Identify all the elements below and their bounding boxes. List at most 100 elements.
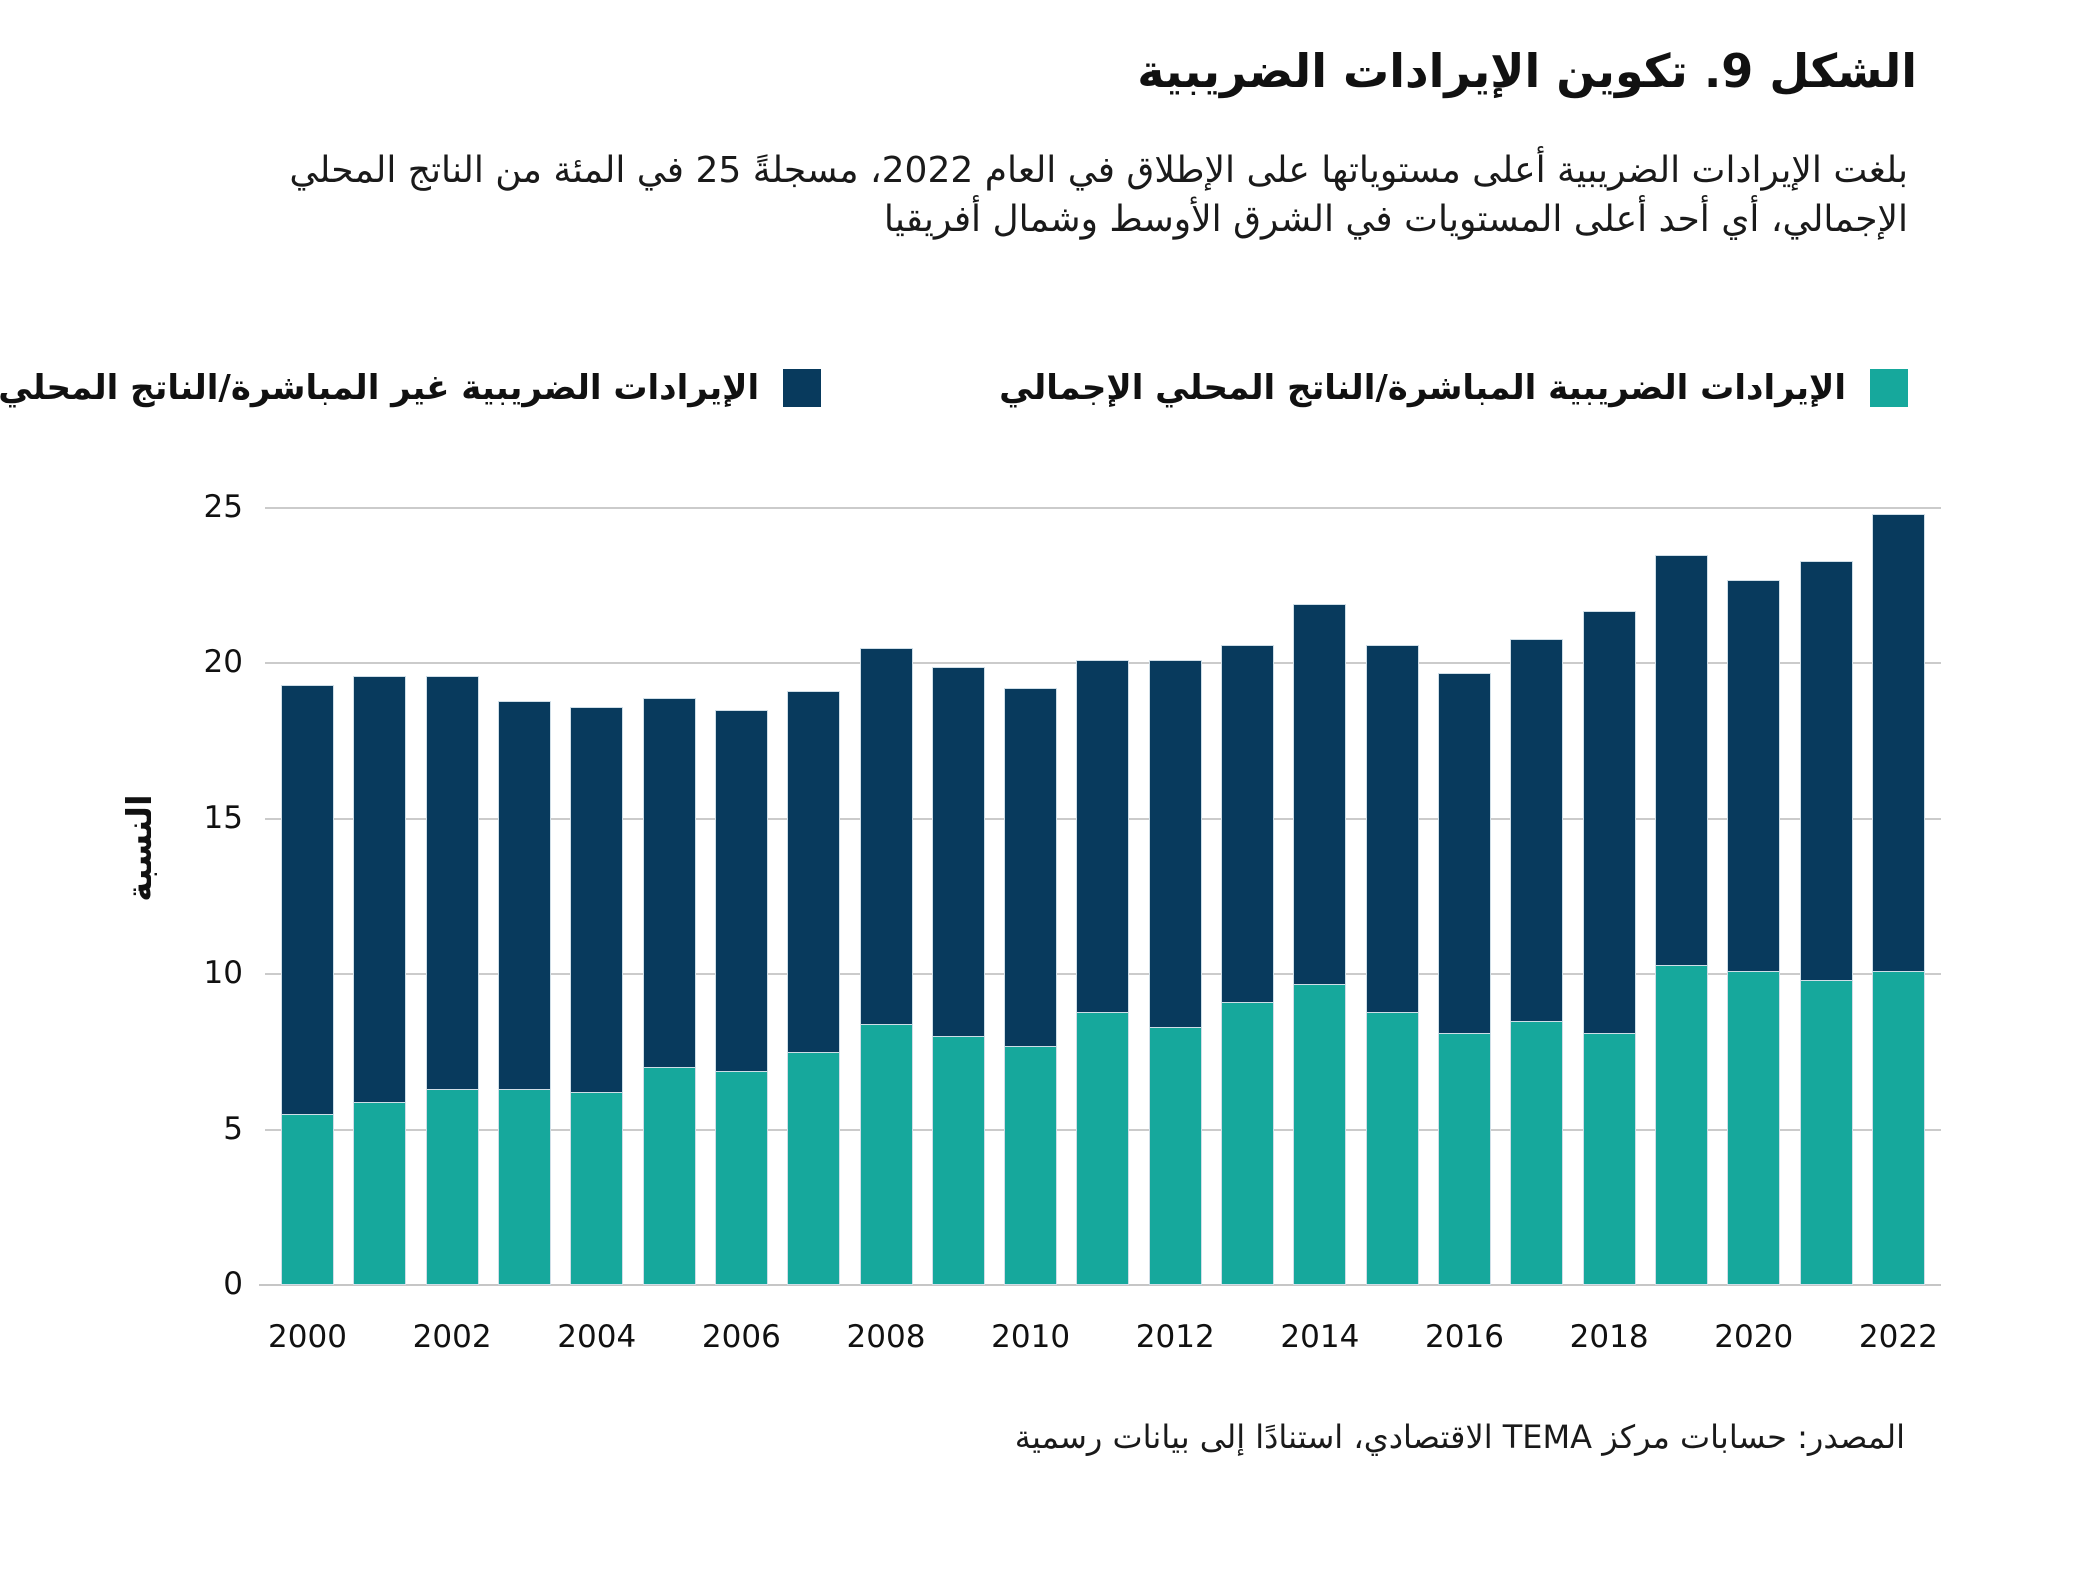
x-tick-label-2004: 2004 [557,1319,637,1355]
x-tick-cell-2009 [932,1319,985,1355]
bar-segment-direct-2012 [1148,1027,1202,1285]
bar-segment-indirect-2009 [931,666,985,1037]
x-tick-cell-2014: 2014 [1280,1319,1359,1355]
bar-2020 [1727,579,1781,1285]
bar-segment-direct-2003 [497,1089,551,1285]
x-tick-cell-2010: 2010 [991,1319,1070,1355]
y-tick-label-15: 15 [203,799,243,836]
bar-segment-indirect-2016 [1438,672,1491,1034]
x-tick-cell-2008: 2008 [847,1319,926,1355]
x-tick-cell-2015 [1366,1319,1419,1355]
bar-segment-direct-2002 [425,1089,479,1285]
bar-segment-direct-2013 [1221,1002,1275,1285]
bar-segment-indirect-2006 [714,710,768,1071]
bar-segment-direct-2017 [1510,1020,1564,1285]
bars-container [265,508,1941,1285]
bar-segment-direct-2001 [353,1101,407,1285]
y-tick-label-25: 25 [203,489,243,525]
x-tick-label-2008: 2008 [846,1319,926,1355]
bar-segment-indirect-2012 [1148,660,1202,1028]
x-tick-cell-2011 [1076,1319,1129,1355]
bar-segment-indirect-2003 [497,700,551,1090]
x-tick-cell-2005 [643,1319,696,1355]
bar-segment-direct-2015 [1365,1011,1419,1285]
bar-2004 [570,706,624,1285]
bar-2010 [1004,688,1058,1285]
plot-area: 2000 2002 2004 2006 2008 2010 2012 2014 2016 2018… [204,489,1941,1355]
bar-2009 [931,666,985,1285]
x-tick-label-2010: 2010 [991,1319,1071,1355]
bar-segment-direct-2019 [1654,964,1708,1285]
bar-segment-direct-2022 [1871,971,1925,1285]
bar-segment-direct-2004 [570,1092,624,1285]
x-tick-cell-2004: 2004 [557,1319,636,1355]
legend-entry-indirect: الإيرادات الضريبية غير المباشرة/الناتج ا… [0,368,822,408]
bar-2017 [1510,638,1564,1285]
bar-segment-direct-2005 [642,1067,696,1285]
bar-segment-indirect-2020 [1727,579,1781,972]
x-tick-cell-2018: 2018 [1570,1319,1649,1355]
x-tick-cell-2006: 2006 [702,1319,781,1355]
legend-entry-direct: الإيرادات الضريبية المباشرة/الناتج المحل… [999,368,1908,408]
y-tick-label-0: 0 [223,1266,243,1302]
bar-2007 [787,691,841,1285]
x-tick-label-2020: 2020 [1714,1319,1794,1355]
x-tick-cell-2016: 2016 [1425,1319,1504,1355]
gridline-25 [265,507,1941,509]
bar-segment-indirect-2015 [1365,644,1419,1012]
bar-segment-indirect-2017 [1510,638,1564,1021]
bar-2003 [497,700,551,1285]
x-tick-label-2006: 2006 [701,1319,781,1355]
bar-2022 [1871,514,1925,1285]
bar-segment-indirect-2013 [1221,644,1275,1003]
chart-legend: الإيرادات الضريبية المباشرة/الناتج المحل… [0,368,1908,408]
bar-segment-direct-2020 [1727,971,1781,1285]
legend-label-indirect: الإيرادات الضريبية غير المباشرة/الناتج ا… [0,368,760,408]
figure-title: الشكل 9. تكوين الإيرادات الضريبية [1137,44,1917,98]
bar-segment-indirect-2007 [787,691,841,1052]
bar-2019 [1654,554,1708,1285]
bar-2015 [1365,644,1419,1285]
bar-segment-indirect-2011 [1076,660,1130,1012]
x-tick-cell-2019 [1655,1319,1708,1355]
bar-segment-indirect-2019 [1654,554,1708,965]
x-tick-cell-2017 [1510,1319,1563,1355]
bar-segment-direct-2008 [859,1023,913,1285]
x-tick-cell-2022: 2022 [1859,1319,1938,1355]
bar-segment-direct-2011 [1076,1011,1130,1285]
bar-segment-direct-2010 [1004,1045,1058,1285]
x-axis-line [259,1284,1941,1286]
y-tick-label-5: 5 [223,1110,243,1147]
y-tick-label-10: 10 [203,955,243,992]
bar-segment-indirect-2002 [425,675,479,1090]
bar-segment-indirect-2010 [1004,688,1058,1046]
x-tick-cell-2021 [1800,1319,1853,1355]
x-tick-cell-2013 [1221,1319,1274,1355]
x-tick-label-2016: 2016 [1425,1319,1504,1355]
x-tick-label-2002: 2002 [412,1319,492,1355]
legend-swatch-indirect-icon [783,369,822,407]
figure-subtitle: بلغت الإيرادات الضريبية أعلى مستوياتها ع… [289,150,1908,240]
bar-2021 [1799,560,1853,1285]
bar-2011 [1076,660,1130,1285]
bar-segment-direct-2006 [714,1070,768,1285]
bar-2018 [1582,610,1636,1285]
bar-segment-indirect-2005 [642,697,696,1068]
x-tick-label-2018: 2018 [1569,1319,1649,1355]
bar-segment-direct-2021 [1799,980,1853,1285]
bar-segment-direct-2016 [1438,1033,1491,1285]
bar-2000 [281,685,334,1285]
bar-2001 [353,675,407,1285]
bar-segment-indirect-2001 [353,675,407,1102]
bar-segment-indirect-2008 [859,647,913,1024]
bar-2002 [425,675,479,1285]
bar-segment-indirect-2022 [1871,514,1925,972]
x-tick-cell-2000: 2000 [268,1319,347,1355]
bar-2005 [642,697,696,1285]
x-tick-cell-2007 [787,1319,840,1355]
bar-segment-direct-2009 [931,1036,985,1285]
bar-2014 [1293,604,1347,1285]
legend-swatch-direct-icon [1870,369,1908,407]
x-tick-cell-2003 [498,1319,551,1355]
bar-segment-direct-2014 [1293,983,1347,1285]
